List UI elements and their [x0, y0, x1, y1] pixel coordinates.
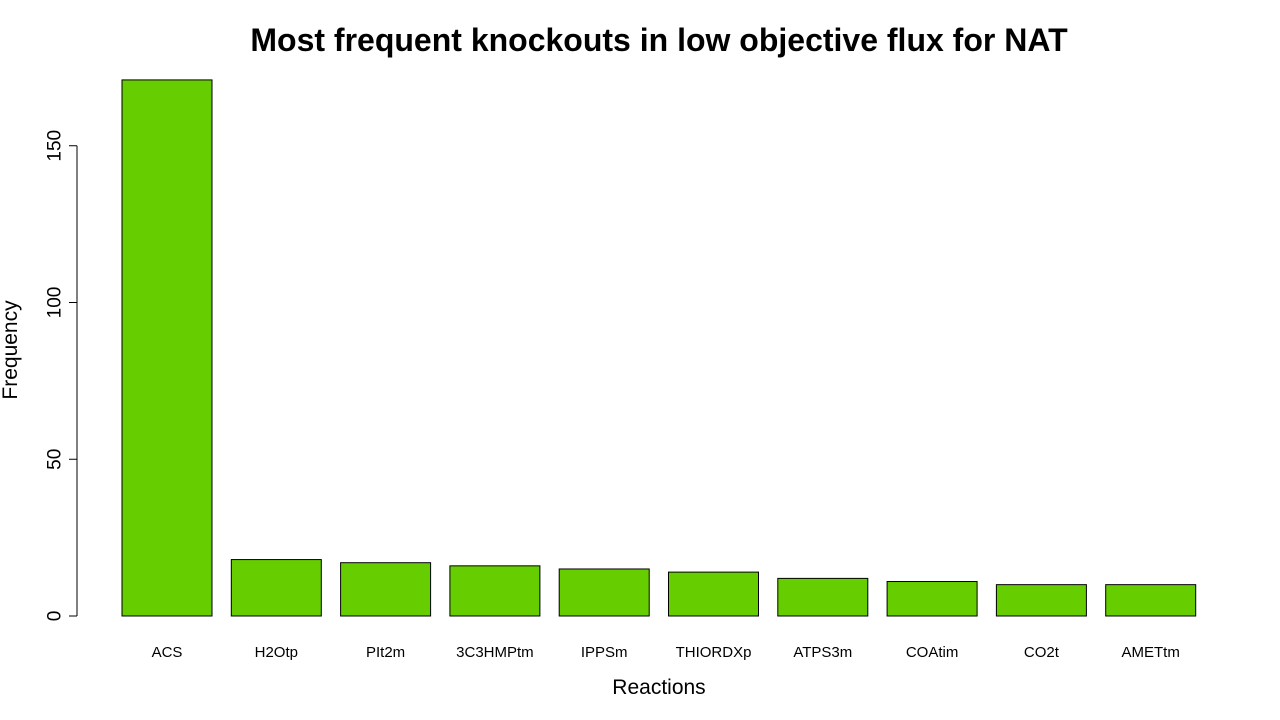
bar-ippsm [558, 568, 650, 617]
x-tick-label: COAtim [906, 644, 959, 661]
y-tick-label: 100 [45, 287, 66, 319]
bar-thiordxp [668, 571, 759, 617]
x-tick-label: 3C3HMPtm [456, 644, 534, 661]
x-tick-label: CO2t [1024, 644, 1060, 661]
y-axis-label: Frequency [0, 300, 22, 400]
bar-3c3hmptm [449, 565, 541, 617]
y-tick-label: 50 [45, 449, 66, 470]
x-tick-label: H2Otp [255, 644, 298, 661]
x-tick-labels: ACS H2Otp PIt2m 3C3HMPtm IPPSm THIORDXp ATPS3m… [152, 644, 1180, 661]
bar-coatim [886, 581, 978, 617]
x-tick-label: IPPSm [581, 644, 628, 661]
bar-amettm [1105, 584, 1197, 617]
y-tick-label: 0 [45, 611, 66, 622]
x-tick-label: ACS [152, 644, 183, 661]
bar-co2t [995, 584, 1087, 617]
bar-atps3m [777, 577, 869, 617]
x-axis-label: Reactions [612, 676, 705, 699]
bar-h2otp [230, 559, 322, 617]
bar-acs [121, 79, 213, 617]
x-tick-label: ATPS3m [793, 644, 852, 661]
bar-pit2m [340, 562, 432, 617]
x-tick-label: THIORDXp [676, 644, 752, 661]
y-tick-label: 150 [45, 130, 66, 162]
y-axis: 0 50 100 150 [45, 130, 78, 622]
chart-title: Most frequent knockouts in low objective… [250, 22, 1068, 58]
x-tick-label: AMETtm [1122, 644, 1180, 661]
bars-group [121, 79, 1197, 617]
x-tick-label: PIt2m [366, 644, 405, 661]
